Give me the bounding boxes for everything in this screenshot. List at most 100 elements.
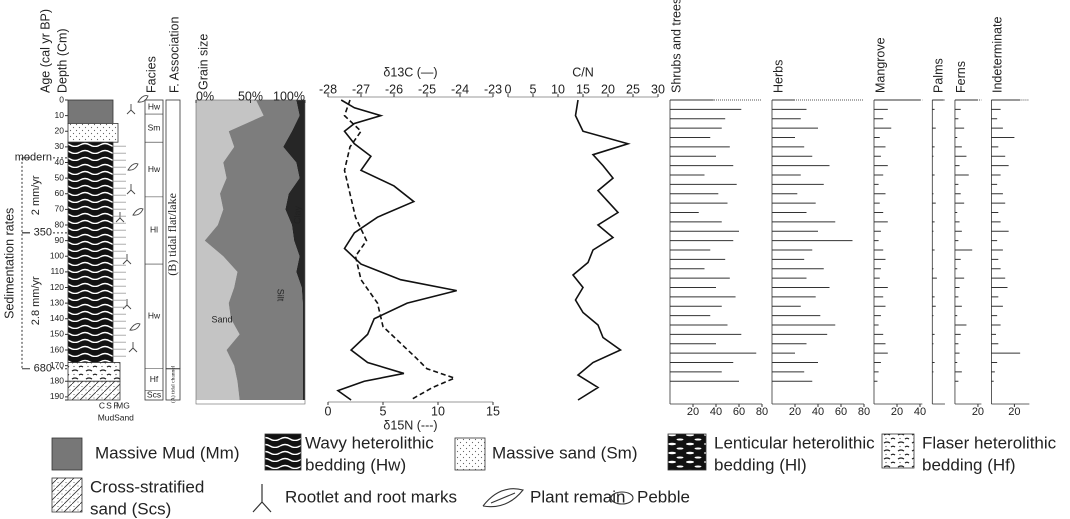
- pollen-bar: [670, 343, 716, 345]
- pollen-bar: [874, 193, 886, 195]
- age-label: modern: [15, 152, 52, 164]
- pollen-bar: [772, 193, 798, 195]
- pollen-bar: [772, 212, 807, 213]
- pollen-bar: [874, 258, 886, 260]
- area-label: Sand: [211, 314, 232, 324]
- pollen-bar: [874, 277, 880, 279]
- pollen-bar: [670, 165, 734, 167]
- pollen-bar: [954, 277, 965, 279]
- pollen-bar: [954, 380, 959, 382]
- taxon-name: Mangrove: [873, 37, 887, 93]
- pollen-bar: [932, 230, 934, 232]
- depth-tick-label: 70: [55, 204, 65, 214]
- pollen-bar: [772, 108, 807, 110]
- pollen-bar: [932, 362, 935, 363]
- depth-tick-label: 160: [50, 344, 64, 354]
- grain-class: MG: [116, 400, 130, 410]
- pollen-bar: [932, 127, 936, 129]
- age-label: 680: [34, 363, 52, 375]
- pollen-bar: [991, 240, 998, 242]
- pollen-bar: [954, 118, 959, 120]
- series-title: δ13C (—): [383, 65, 437, 79]
- pollen-bar: [772, 99, 795, 101]
- x-tick-label: 80: [858, 406, 870, 418]
- pollen-bar: [670, 221, 722, 223]
- depth-tick-label: 0: [59, 94, 64, 104]
- pollen-bar: [991, 362, 998, 363]
- pollen-bar: [874, 155, 881, 157]
- pollen-bar: [991, 118, 998, 120]
- pollen-bar: [991, 296, 999, 298]
- pollen-bar: [991, 380, 994, 382]
- x2-tick-label: 0: [325, 404, 332, 418]
- pollen-bar: [932, 333, 935, 335]
- rate-label: 2 mm/yr: [30, 175, 42, 215]
- pollen-bar: [874, 174, 884, 176]
- depth-tick-label: 10: [55, 110, 65, 120]
- pollen-bar: [772, 305, 801, 307]
- pollen-bar: [954, 296, 959, 298]
- plant-symbol: [132, 208, 144, 216]
- pollen-bar: [772, 118, 801, 120]
- pollen-bar: [991, 277, 1006, 279]
- pollen-bar: [874, 212, 884, 213]
- pollen-bar: [670, 258, 726, 260]
- pollen-bar: [670, 277, 730, 279]
- pollen-bar: [874, 137, 880, 138]
- pollen-bar: [772, 352, 795, 354]
- depth-tick-label: 20: [55, 126, 65, 136]
- pollen-bar: [772, 240, 853, 242]
- pollen-bar: [670, 268, 705, 270]
- pollen-bar: [772, 202, 816, 204]
- association-label: (A) tidal channel: [169, 365, 176, 403]
- pollen-bar: [772, 371, 805, 373]
- pollen-bar: [991, 155, 1006, 157]
- pollen-bar: [772, 324, 836, 326]
- taxon-name: Ferns: [954, 61, 968, 93]
- legend-swatch: [667, 433, 707, 471]
- column-header: Age (cal yr BP): [38, 9, 52, 93]
- pollen-bar: [954, 240, 959, 242]
- plant-symbol: [137, 95, 149, 103]
- rootlet-symbol: [115, 212, 125, 223]
- pollen-bar: [991, 333, 996, 335]
- pollen-bar: [772, 230, 818, 232]
- pollen-bar: [954, 258, 961, 260]
- x-tick-label: -26: [385, 82, 403, 96]
- depth-tick-label: 190: [50, 391, 64, 401]
- pollen-bar: [874, 315, 881, 317]
- x-tick-label: 10: [551, 82, 565, 96]
- legend-swatch: [51, 477, 83, 513]
- pollen-bar: [772, 315, 821, 317]
- pollen-bar: [932, 155, 934, 157]
- pollen-bar: [670, 127, 722, 129]
- grain-group: Sand: [114, 412, 134, 422]
- plant-symbol: [127, 163, 139, 171]
- pollen-bar: [772, 268, 824, 270]
- pollen-bar: [991, 202, 1006, 204]
- legend-swatch: [264, 433, 302, 471]
- depth-tick-label: 30: [55, 141, 65, 151]
- pollen-bar: [991, 249, 1003, 251]
- rootlet-symbol: [128, 342, 138, 353]
- pollen-bar: [991, 174, 1001, 176]
- depth-tick-label: 120: [50, 282, 64, 292]
- depth-tick-label: 150: [50, 329, 64, 339]
- pollen-bar: [991, 258, 999, 260]
- grain-class: F: [113, 400, 118, 410]
- x-tick-label: 25: [626, 82, 640, 96]
- pollen-bar: [932, 99, 944, 101]
- pollen-bar: [874, 362, 881, 363]
- pollen-bar: [874, 202, 880, 204]
- plant-symbol: [129, 323, 141, 331]
- depth-tick-label: 170: [50, 360, 64, 370]
- lithology-unit: [67, 123, 119, 143]
- pollen-bar: [874, 343, 886, 345]
- pollen-bar: [670, 212, 699, 213]
- pollen-bar: [670, 333, 742, 335]
- pollen-bar: [954, 155, 967, 157]
- x-tick-label: -23: [484, 82, 502, 96]
- taxon-name: Shrubs and trees: [669, 0, 683, 93]
- pollen-bar: [991, 343, 999, 345]
